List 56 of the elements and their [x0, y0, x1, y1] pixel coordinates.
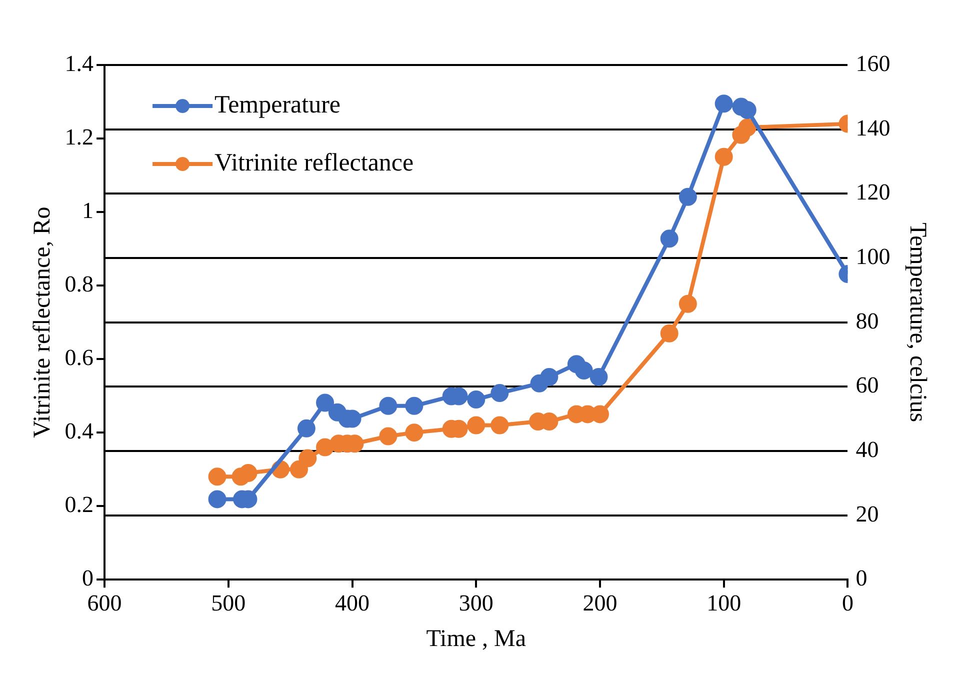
legend-label: Vitrinite reflectance — [214, 150, 414, 177]
y2-tick-label: 160 — [856, 51, 890, 76]
point — [714, 94, 733, 113]
point — [208, 490, 226, 508]
y-tick-label: 0.8 — [64, 272, 94, 297]
point — [590, 368, 608, 386]
y2-tick-label: 80 — [856, 308, 879, 334]
y2-axis-title: Temperature, celcius — [904, 222, 930, 422]
y-tick-label: 0 — [82, 566, 94, 591]
legend-label: Temperature — [214, 92, 341, 119]
point — [678, 188, 697, 206]
y-tick-label: 1 — [82, 198, 94, 224]
x-tick-label: 500 — [211, 590, 246, 616]
point — [660, 230, 678, 248]
y2-tick-label: 140 — [856, 115, 890, 140]
y2-tick-label: 100 — [856, 244, 890, 270]
point — [297, 419, 316, 438]
point — [738, 118, 756, 136]
point — [239, 464, 258, 482]
x-axis-title: Time , Ma — [426, 626, 526, 652]
point — [714, 148, 733, 166]
x-tick-label: 400 — [335, 590, 370, 616]
point — [405, 424, 424, 442]
y-tick-label: 0.6 — [64, 345, 94, 370]
point — [660, 324, 678, 342]
y-tick-label: 0.2 — [64, 492, 94, 518]
point — [298, 449, 317, 468]
y-tick-label: 1.2 — [64, 124, 94, 150]
y-axis-title: Vitrinite reflectance, Ro — [30, 206, 56, 438]
point — [678, 294, 697, 313]
point — [490, 384, 509, 402]
y2-tick-label: 40 — [856, 436, 879, 462]
y2-tick-label: 120 — [856, 180, 890, 205]
point — [316, 394, 334, 412]
x-tick-label: 600 — [87, 590, 122, 616]
x-tick-label: 100 — [706, 590, 742, 616]
y-tick-label: 0.4 — [64, 418, 94, 444]
point — [738, 101, 756, 120]
point — [405, 396, 424, 415]
point — [379, 427, 398, 446]
point — [574, 362, 593, 380]
point — [467, 390, 486, 408]
point — [316, 438, 334, 456]
point — [490, 416, 509, 434]
point — [208, 468, 226, 486]
point — [379, 396, 398, 415]
point — [467, 416, 486, 434]
y-tick-label: 1.4 — [64, 51, 94, 76]
x-tick-label: 0 — [842, 590, 854, 616]
point — [540, 368, 558, 386]
y2-tick-label: 60 — [856, 372, 879, 398]
y2-tick-label: 0 — [856, 566, 868, 591]
point — [290, 460, 308, 478]
y2-tick-label: 20 — [856, 501, 879, 526]
x-tick-label: 300 — [458, 590, 494, 616]
x-tick-label: 200 — [582, 590, 618, 616]
